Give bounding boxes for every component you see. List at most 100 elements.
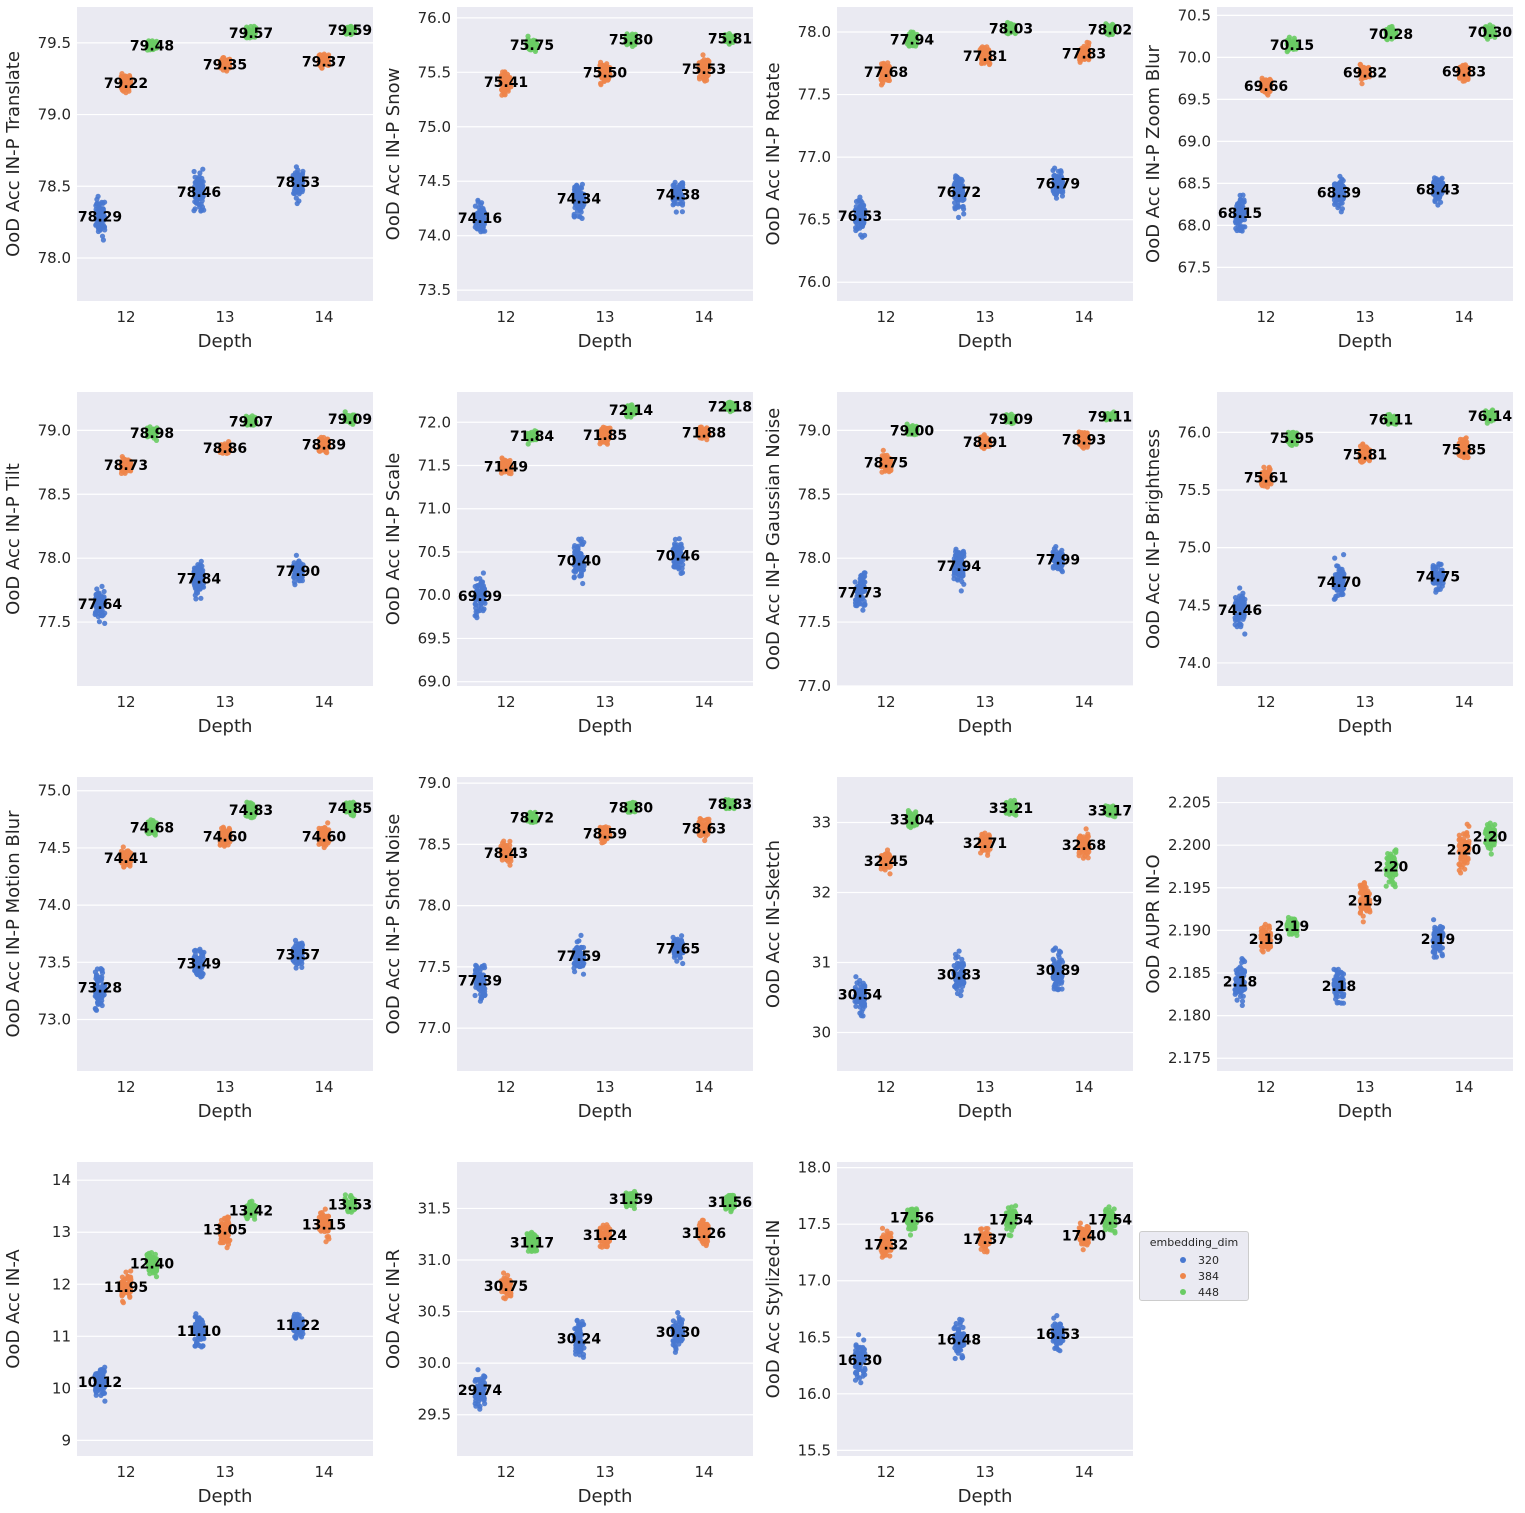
y-tick-label: 74.5 (1178, 596, 1211, 614)
mean-label: 71.84 (510, 429, 555, 445)
mean-label: 78.29 (78, 209, 122, 225)
y-tick-label: 68.0 (1178, 216, 1211, 234)
data-point (577, 185, 583, 191)
data-point (293, 552, 299, 558)
mean-label: 70.40 (557, 554, 602, 570)
y-tick-label: 77.5 (798, 86, 831, 104)
y-tick-label: 78.0 (38, 549, 71, 567)
y-tick-label: 69.5 (418, 629, 451, 647)
data-point (571, 574, 577, 580)
data-point (862, 570, 868, 576)
data-point (852, 579, 858, 585)
mean-label: 71.49 (484, 459, 528, 475)
mean-label: 78.53 (276, 175, 320, 191)
y-tick-label: 75.0 (418, 118, 451, 136)
data-point (673, 209, 679, 215)
x-tick-label: 14 (314, 693, 333, 711)
mean-label: 68.15 (1218, 206, 1262, 222)
data-point (194, 590, 201, 596)
x-axis-label: Depth (958, 331, 1013, 352)
mean-label: 79.07 (229, 414, 273, 430)
x-tick-label: 12 (1256, 308, 1275, 326)
y-tick-label: 79.0 (38, 421, 71, 439)
y-tick-label: 71.0 (418, 500, 451, 518)
data-point (99, 583, 105, 590)
mean-label: 77.68 (864, 65, 908, 81)
data-point (700, 52, 706, 58)
mean-label: 79.00 (890, 423, 935, 439)
data-point (102, 199, 108, 205)
y-tick-label: 78.0 (798, 549, 831, 567)
y-tick-label: 70.5 (1178, 6, 1211, 24)
data-point (958, 588, 964, 594)
mean-label: 79.35 (203, 57, 247, 73)
data-point (300, 168, 306, 174)
mean-label: 76.79 (1036, 176, 1080, 192)
data-point (1053, 544, 1059, 550)
data-point (300, 187, 306, 193)
mean-label: 70.15 (1270, 38, 1314, 54)
data-point (960, 203, 966, 210)
mean-label: 70.30 (1468, 25, 1513, 41)
data-point (472, 203, 478, 209)
data-point (676, 536, 682, 542)
subplot-6: 69.069.570.070.571.071.572.012 13 14DepthO… (383, 392, 753, 737)
data-point (97, 201, 103, 207)
mean-label: 78.93 (1062, 432, 1106, 448)
mean-label: 75.75 (510, 38, 554, 54)
y-axis-label: OoD Acc IN-P Brightness (1143, 429, 1164, 649)
plot-area (1217, 392, 1513, 686)
y-tick-label: 74.0 (418, 227, 451, 245)
mean-label: 79.59 (328, 23, 372, 39)
y-tick-label: 75.5 (1178, 481, 1211, 499)
x-tick-label: 14 (694, 308, 713, 326)
y-tick-label: 76.0 (1178, 423, 1211, 441)
mean-label: 77.64 (78, 597, 123, 613)
mean-label: 69.99 (458, 589, 502, 605)
data-point (291, 579, 297, 585)
data-point (201, 207, 207, 213)
y-tick-label: 71.5 (418, 457, 451, 475)
x-tick-label: 13 (595, 693, 614, 711)
data-point (1432, 197, 1438, 203)
data-point (1240, 192, 1246, 198)
x-tick-label: 14 (1454, 308, 1473, 326)
data-point (290, 172, 296, 178)
y-tick-label: 78.0 (38, 249, 71, 267)
mean-label: 77.90 (276, 564, 321, 580)
data-point (1242, 631, 1248, 637)
mean-label: 79.09 (989, 412, 1033, 428)
data-point (96, 619, 102, 625)
y-tick-label: 78.0 (798, 23, 831, 41)
x-axis-label: Depth (578, 331, 633, 352)
data-point (481, 606, 487, 612)
data-point (191, 208, 197, 214)
y-axis-label: OoD Acc IN-P Snow (383, 68, 404, 241)
data-point (571, 545, 577, 551)
mean-label: 77.94 (890, 33, 935, 49)
subplot-4: 67.568.068.569.069.570.070.512 13 14DepthO… (1143, 6, 1513, 352)
mean-label: 77.94 (937, 559, 982, 575)
mean-label: 70.28 (1369, 27, 1413, 43)
data-point (199, 195, 206, 201)
x-axis-label: Depth (578, 716, 633, 737)
data-point (1332, 201, 1338, 207)
data-point (598, 80, 604, 86)
mean-label: 79.48 (130, 39, 174, 55)
x-tick-label: 13 (215, 308, 234, 326)
data-point (860, 607, 866, 613)
data-point (294, 200, 300, 207)
plot-area (457, 7, 753, 301)
data-point (200, 184, 206, 190)
mean-label: 75.81 (708, 32, 752, 48)
data-point (1084, 39, 1090, 46)
data-point (94, 586, 100, 592)
mean-label: 69.66 (1244, 79, 1288, 95)
y-tick-label: 68.5 (1178, 174, 1211, 192)
data-point (99, 233, 106, 239)
data-point (197, 170, 203, 176)
y-axis-label: OoD Acc IN-P Translate (3, 51, 24, 257)
x-tick-label: 14 (1074, 693, 1093, 711)
mean-label: 68.39 (1317, 186, 1361, 202)
